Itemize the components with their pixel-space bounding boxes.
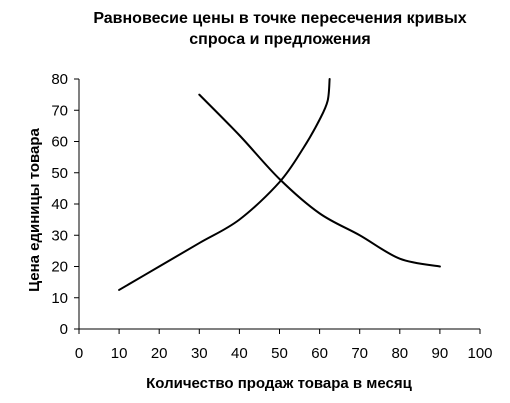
series-line-2 xyxy=(198,93,441,268)
y-tick-label: 0 xyxy=(60,321,68,338)
x-tick-label: 0 xyxy=(75,345,83,362)
chart-title-line-1: Равновесие цены в точке пересечения крив… xyxy=(93,10,467,27)
y-tick-label: 70 xyxy=(51,102,68,119)
y-tick-label: 30 xyxy=(51,227,68,244)
x-tick-label: 80 xyxy=(391,345,408,362)
y-tick-label: 80 xyxy=(51,71,68,88)
y-tick-label: 40 xyxy=(51,196,68,213)
x-tick-label: 70 xyxy=(351,345,368,362)
x-tick-label: 100 xyxy=(467,345,492,362)
x-tick-label: 90 xyxy=(432,345,449,362)
y-tick-label: 50 xyxy=(51,165,68,182)
x-tick-label: 50 xyxy=(271,345,288,362)
y-tick-label: 20 xyxy=(51,259,68,276)
x-tick-label: 10 xyxy=(111,345,128,362)
series-group xyxy=(118,78,441,291)
y-axis-title: Цена единицы товара xyxy=(26,127,43,291)
x-tick-label: 30 xyxy=(191,345,208,362)
chart-title-line-2: спроса и предложения xyxy=(189,31,371,48)
y-tick-label: 10 xyxy=(51,290,68,307)
x-tick-label: 20 xyxy=(151,345,168,362)
x-axis-title: Количество продаж товара в месяц xyxy=(146,375,413,392)
axes: 0 10 20 30 40 50 60 70 80 0 10 20 30 40 50 60 70 80 90 100 xyxy=(51,71,492,362)
chart-title: Равновесие цены в точке пересечения крив… xyxy=(60,8,500,50)
series-line-1 xyxy=(118,78,331,291)
x-tick-label: 60 xyxy=(311,345,328,362)
y-tick-label: 60 xyxy=(51,134,68,151)
x-tick-label: 40 xyxy=(231,345,248,362)
